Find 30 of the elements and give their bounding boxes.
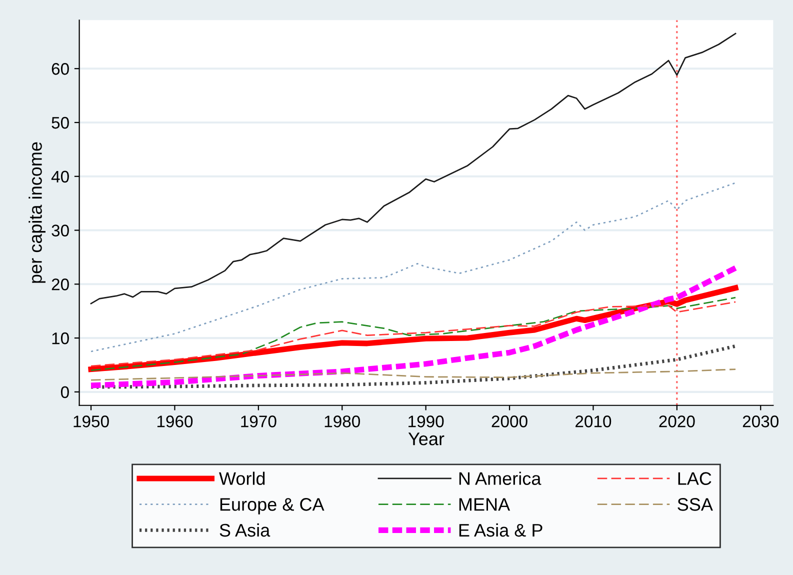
x-tick-label: 1980 [324,416,360,428]
x-tick-label: 2010 [576,416,612,428]
x-tick-label: 1990 [408,416,444,428]
legend-label: S Asia [220,523,270,537]
legend-label: World [219,472,265,485]
legend-label: MENA [459,498,510,511]
x-tick-label: 1960 [157,416,193,428]
y-tick-label: 10 [52,332,69,344]
x-tick-label: 2000 [492,416,528,428]
legend-label: LAC [678,472,712,485]
y-axis-title: per capita income [28,142,46,283]
y-tick-label: 50 [52,116,69,129]
y-tick-label: 60 [52,63,69,75]
y-tick-label: 30 [52,224,69,236]
x-tick-label: 2020 [659,416,695,428]
line-series [90,32,736,304]
legend-label: SSA [678,498,713,511]
legend-label: N America [459,472,542,485]
line-series [89,344,738,389]
line-series [90,368,736,381]
y-tick-label: 40 [51,170,69,183]
x-tick-label: 2030 [742,416,779,428]
x-tick-label: 1950 [74,416,109,428]
x-axis-title: Year [408,432,444,446]
legend-label: E Asia & P [459,523,542,537]
x-tick-label: 1970 [241,416,276,428]
y-tick-label: 0 [60,386,69,398]
y-tick-label: 20 [52,278,69,290]
line-series [90,182,736,352]
legend-label: Europe & CA [220,498,324,514]
